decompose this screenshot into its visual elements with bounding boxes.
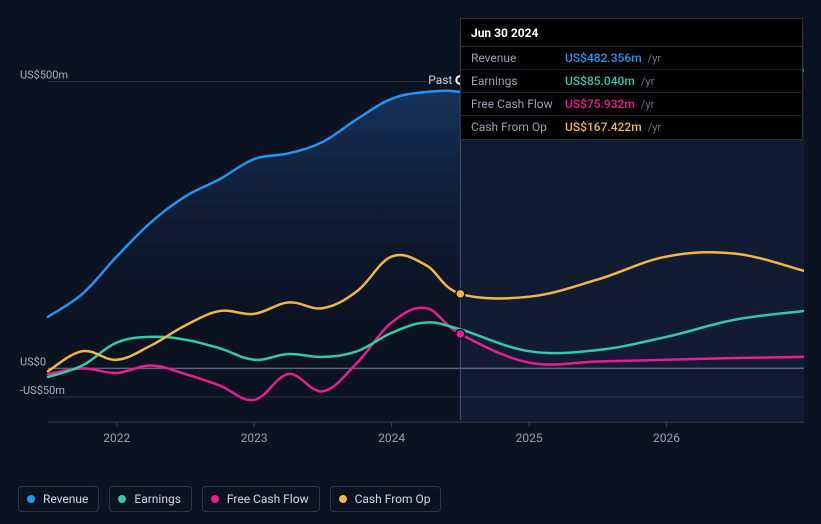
legend-swatch <box>118 495 126 503</box>
x-tick-label: 2025 <box>516 431 543 445</box>
tooltip-label: Earnings <box>471 74 561 88</box>
svg-text:US$500m: US$500m <box>20 69 68 82</box>
x-tick-label: 2026 <box>653 431 680 445</box>
legend-label: Earnings <box>134 492 181 506</box>
tooltip-unit: /yr <box>641 98 654 111</box>
legend-swatch <box>27 495 35 503</box>
tooltip-unit: /yr <box>648 52 661 65</box>
tooltip-value: US$167.422m <box>565 120 642 134</box>
tooltip-label: Revenue <box>471 51 561 65</box>
tooltip-unit: /yr <box>648 121 661 134</box>
tooltip-label: Free Cash Flow <box>471 97 561 111</box>
tooltip-row: Free Cash Flow US$75.932m/yr <box>461 93 802 116</box>
tooltip-value: US$85.040m <box>565 74 635 88</box>
tooltip-unit: /yr <box>641 75 654 88</box>
legend-item-earnings[interactable]: Earnings <box>109 486 192 512</box>
x-tick-label: 2022 <box>103 431 130 445</box>
tooltip-row: Earnings US$85.040m/yr <box>461 70 802 93</box>
legend-item-revenue[interactable]: Revenue <box>18 486 99 512</box>
legend-swatch <box>211 495 219 503</box>
svg-text:US$0: US$0 <box>20 355 46 368</box>
x-tick-label: 2024 <box>378 431 405 445</box>
legend-item-fcf[interactable]: Free Cash Flow <box>202 486 320 512</box>
series-marker-cfo <box>456 289 465 298</box>
legend-swatch <box>339 495 347 503</box>
chart-legend: Revenue Earnings Free Cash Flow Cash From O… <box>18 486 441 512</box>
x-tick-label: 2023 <box>241 431 268 445</box>
legend-item-cfo[interactable]: Cash From Op <box>330 486 442 512</box>
tooltip-row: Revenue US$482.356m/yr <box>461 47 802 70</box>
legend-label: Revenue <box>43 492 88 506</box>
tooltip-row: Cash From Op US$167.422m/yr <box>461 116 802 138</box>
series-marker-fcf <box>456 329 465 338</box>
tooltip-value: US$482.356m <box>565 51 642 65</box>
tooltip-label: Cash From Op <box>471 120 561 134</box>
chart-tooltip: Jun 30 2024 RevenueUS$482.356m/yrEarning… <box>460 18 803 140</box>
legend-label: Free Cash Flow <box>227 492 309 506</box>
tooltip-value: US$75.932m <box>565 97 635 111</box>
tooltip-title: Jun 30 2024 <box>461 20 802 47</box>
past-label: Past <box>428 73 452 87</box>
svg-text:-US$50m: -US$50m <box>20 384 65 397</box>
legend-label: Cash From Op <box>355 492 431 506</box>
